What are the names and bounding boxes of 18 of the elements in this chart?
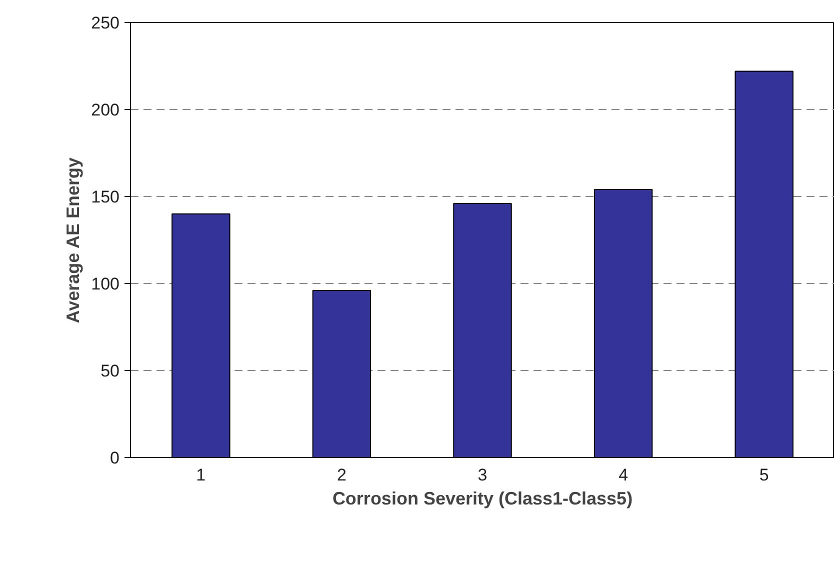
y-tick-label: 150 (91, 188, 120, 206)
x-tick-label: 3 (478, 466, 488, 484)
bar (734, 70, 794, 458)
x-tick-label: 1 (196, 466, 206, 484)
bar (172, 213, 230, 458)
x-axis-title: Corrosion Severity (Class1-Class5) (332, 488, 633, 508)
x-tick-label: 4 (618, 466, 628, 484)
y-tick-label: 100 (91, 274, 120, 294)
x-tick-label: 2 (336, 466, 346, 484)
bar (594, 189, 653, 458)
bar (312, 290, 372, 458)
y-tick-label: 250 (91, 14, 120, 32)
x-tick-label: 5 (759, 466, 769, 484)
bar (453, 202, 512, 458)
y-tick-label: 50 (100, 362, 120, 380)
y-tick-label: 200 (91, 100, 120, 120)
y-axis-title: Average AE Energy (63, 157, 84, 324)
y-tick-label: 0 (110, 448, 120, 468)
